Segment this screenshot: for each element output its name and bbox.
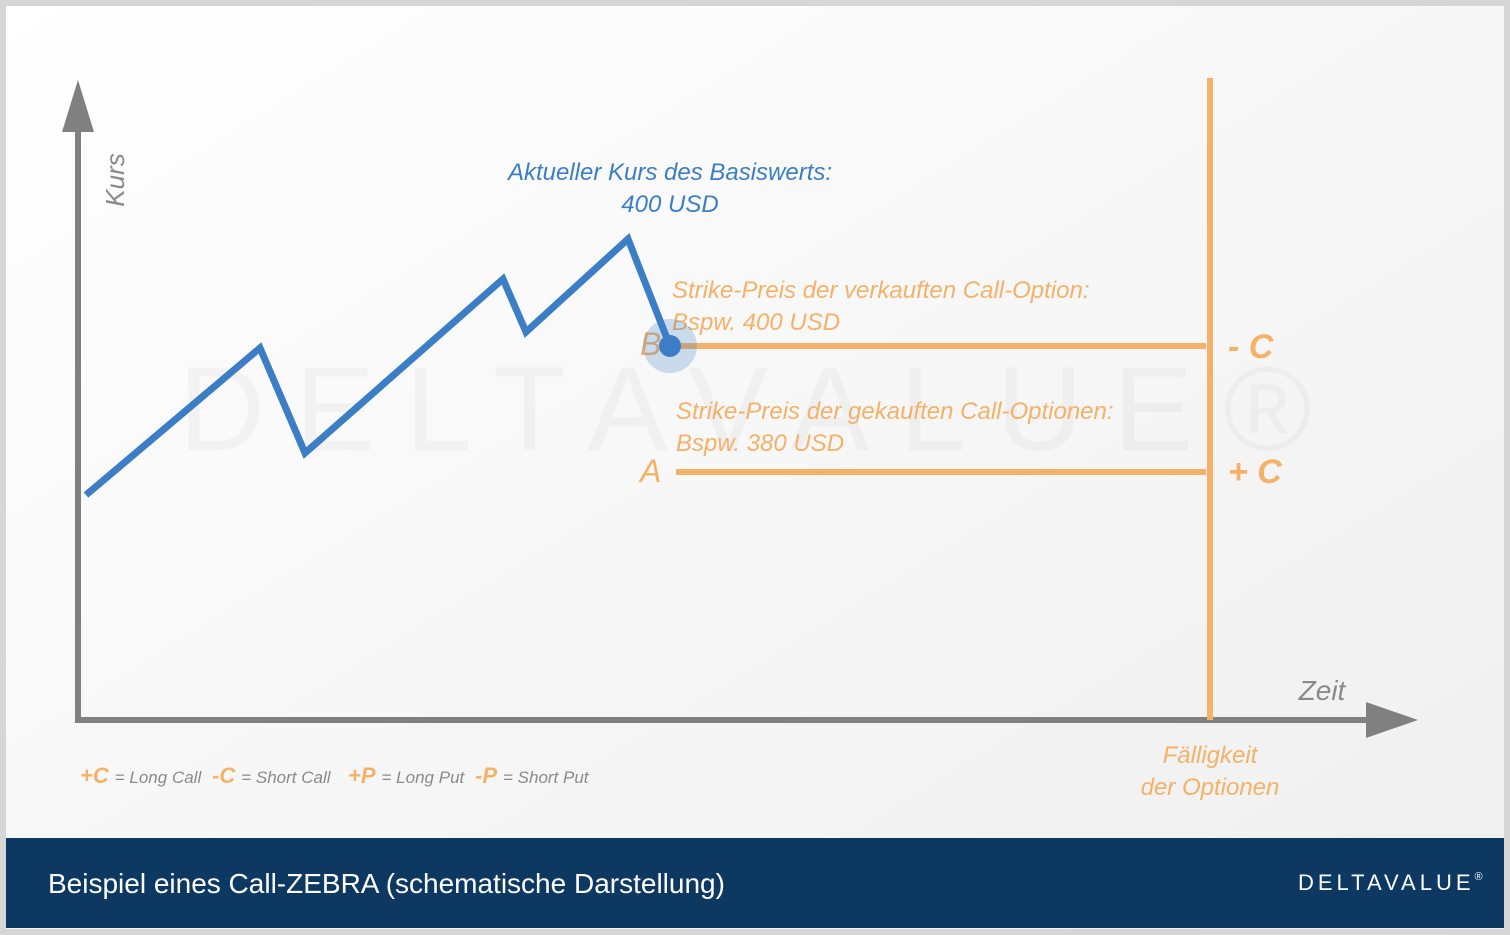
current-point (659, 335, 681, 357)
strike-label: Bspw. 400 USD (672, 309, 840, 336)
logo: DELTAVALUE® (1298, 870, 1483, 895)
legend-text: = Short Call (241, 768, 332, 787)
legend-symbol: +P (348, 763, 376, 788)
legend-text: = Long Call (115, 768, 203, 787)
svg-text:-C= Short Call: -C = Short Call (212, 763, 332, 788)
legend-symbol: -C (212, 763, 236, 788)
footer (6, 838, 1504, 928)
logo-text: DELTAVALUE (1298, 870, 1475, 895)
current-label: Aktueller Kurs des Basiswerts: (506, 159, 832, 186)
x-arrow (1366, 702, 1418, 738)
point-label: B (640, 326, 661, 362)
x-axis-label: Zeit (1298, 675, 1347, 706)
logo-mark: ® (1475, 871, 1483, 883)
y-arrow (62, 80, 94, 132)
strike-label: Strike-Preis der verkauften Call-Option: (672, 277, 1090, 304)
legend-text: = Short Put (503, 768, 590, 787)
point-label: A (638, 453, 661, 489)
footer-title: Beispiel eines Call-ZEBRA (schematische … (48, 868, 725, 899)
legend-symbol: +C (80, 763, 110, 788)
expiry-label: Fälligkeit (1163, 742, 1259, 769)
y-axis-label: Kurs (100, 153, 130, 206)
legend-symbol: -P (475, 763, 497, 788)
strike-label: Strike-Preis der gekauften Call-Optionen… (676, 398, 1114, 425)
svg-text:-P= Short Put: -P = Short Put (475, 763, 590, 788)
svg-text:+P= Long Put: +P = Long Put (348, 763, 466, 788)
position-label: + C (1228, 453, 1282, 491)
position-label: - C (1228, 328, 1274, 366)
price-path (83, 232, 674, 498)
strike-label: Bspw. 380 USD (676, 430, 844, 457)
svg-text:+C= Long Call: +C = Long Call (80, 763, 202, 788)
current-label: 400 USD (621, 191, 718, 218)
expiry-label: der Optionen (1141, 774, 1280, 801)
legend-text: = Long Put (382, 768, 466, 787)
